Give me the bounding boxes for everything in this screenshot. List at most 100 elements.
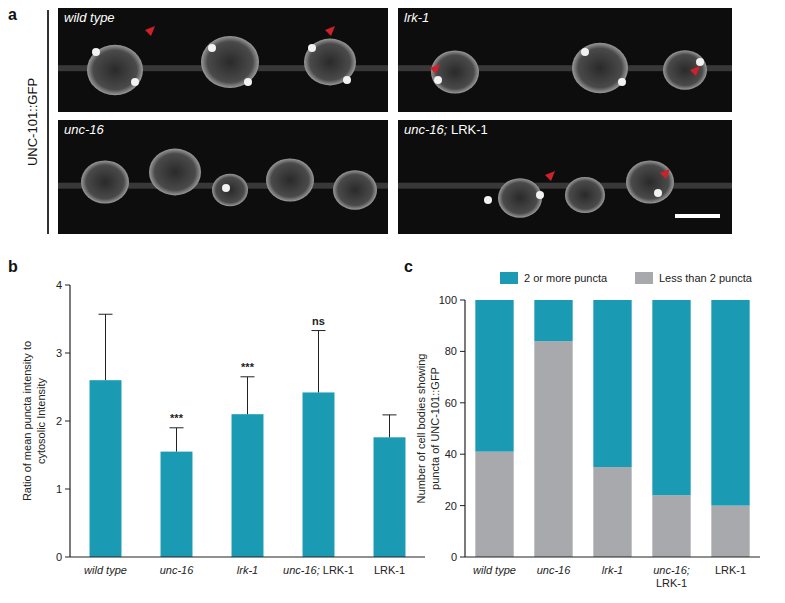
image-background [398, 120, 732, 234]
bar [90, 380, 122, 557]
y-tick [65, 557, 70, 558]
bar-segment [593, 300, 631, 467]
puncta [484, 196, 492, 204]
y-tick-label: 3 [56, 347, 62, 359]
error-cap [382, 414, 396, 415]
x-tick-label: lrk-1 [237, 564, 258, 576]
legend-swatch [500, 272, 518, 284]
legend-label: 2 or more puncta [524, 272, 608, 284]
puncta [208, 44, 216, 52]
legend-swatch [635, 272, 653, 284]
axis-title-line: puncta of UNC-101::GFP [429, 367, 441, 490]
significance: *** [241, 361, 255, 373]
puncta [618, 78, 626, 86]
image-label: unc-16; LRK-1 [404, 122, 488, 137]
puncta [696, 58, 704, 66]
puncta [244, 78, 252, 86]
error-stem [105, 314, 106, 380]
label-part: LRK-1 [447, 122, 487, 137]
x-tick-label: unc-16 [160, 564, 195, 576]
y-tick [65, 489, 70, 490]
plot-area [475, 300, 749, 557]
error-cap [169, 427, 183, 428]
plot-area [90, 314, 406, 557]
image-label: lrk-1 [404, 10, 429, 25]
puncta [131, 78, 139, 86]
bar-segment [534, 300, 572, 341]
axis-title-line: Number of cell bodies showing [415, 354, 427, 504]
axis-title: Ratio of mean puncta intensity tocytosol… [21, 341, 46, 501]
y-tick-label: 0 [56, 551, 62, 563]
cell-body [149, 149, 201, 196]
cell-body [333, 170, 377, 210]
legend-label: Less than 2 puncta [659, 272, 753, 284]
label-part: unc-16 [160, 564, 195, 576]
error-bar [311, 331, 325, 393]
label-part: lrk-1 [602, 564, 623, 576]
image-channel-label: UNC-101::GFP [25, 78, 40, 166]
y-tick [460, 454, 465, 455]
arrowhead [545, 171, 555, 181]
error-bar [240, 377, 254, 414]
arrowhead [325, 26, 335, 36]
bar-segment [475, 300, 513, 452]
puncta [536, 191, 544, 199]
label-part: lrk-1 [404, 10, 429, 25]
arrowhead [660, 169, 670, 179]
label-part: wild [473, 564, 493, 576]
x-tick-label: LRK-1 [374, 564, 405, 576]
x-tick-label: wild type [84, 564, 127, 576]
y-axis [464, 300, 465, 557]
significance: ns [312, 315, 325, 327]
bar-segment [652, 495, 690, 557]
bar-segment [652, 300, 690, 495]
cell-body [81, 160, 129, 203]
label-part: wild [64, 10, 87, 25]
error-stem [389, 415, 390, 437]
arrowhead [145, 26, 155, 36]
panel-letter: a [8, 6, 17, 23]
y-tick [460, 300, 465, 301]
image-background [58, 8, 388, 112]
label-part: LRK-1 [374, 564, 405, 576]
cell-body [266, 158, 314, 201]
y-tick [65, 353, 70, 354]
bar-segment [534, 341, 572, 557]
chart: ******ns01234wild typeunc-16lrk-1unc-16;… [21, 279, 425, 576]
bar-segment [593, 467, 631, 557]
label-part: unc-16; [283, 564, 320, 576]
puncta [308, 44, 316, 52]
y-tick-label: 1 [56, 483, 62, 495]
label-part: type [86, 10, 114, 25]
error-stem [176, 428, 177, 452]
cell-body [565, 177, 605, 213]
x-tick-label: LRK-1 [715, 564, 746, 576]
figure: aUNC-101::GFPwild typelrk-1unc-16unc-16;… [0, 0, 785, 603]
cell-body [87, 45, 143, 95]
y-tick-label: 20 [445, 500, 457, 512]
image-background [398, 8, 732, 112]
label-part: LRK-1 [715, 564, 746, 576]
y-tick-label: 80 [445, 345, 457, 357]
y-tick [460, 402, 465, 403]
puncta [222, 184, 230, 192]
error-stem [247, 377, 248, 414]
nerve-cord [398, 183, 732, 189]
error-bar [98, 314, 112, 380]
error-cap [311, 330, 325, 331]
bar [374, 437, 406, 557]
cell-body [431, 50, 479, 93]
x-axis [70, 556, 425, 557]
puncta [92, 48, 100, 56]
micrograph: unc-16 [58, 120, 388, 234]
cell-body [304, 39, 356, 86]
y-tick-label: 100 [439, 294, 457, 306]
x-tick-label: lrk-1 [602, 564, 623, 576]
puncta [581, 48, 589, 56]
axis-title-line: cytosolic Intensity [35, 377, 47, 464]
x-tick-label: wild type [473, 564, 516, 576]
cell-body [498, 178, 542, 218]
micrograph: lrk-1 [398, 8, 732, 112]
y-tick [65, 421, 70, 422]
error-stem [318, 331, 319, 393]
